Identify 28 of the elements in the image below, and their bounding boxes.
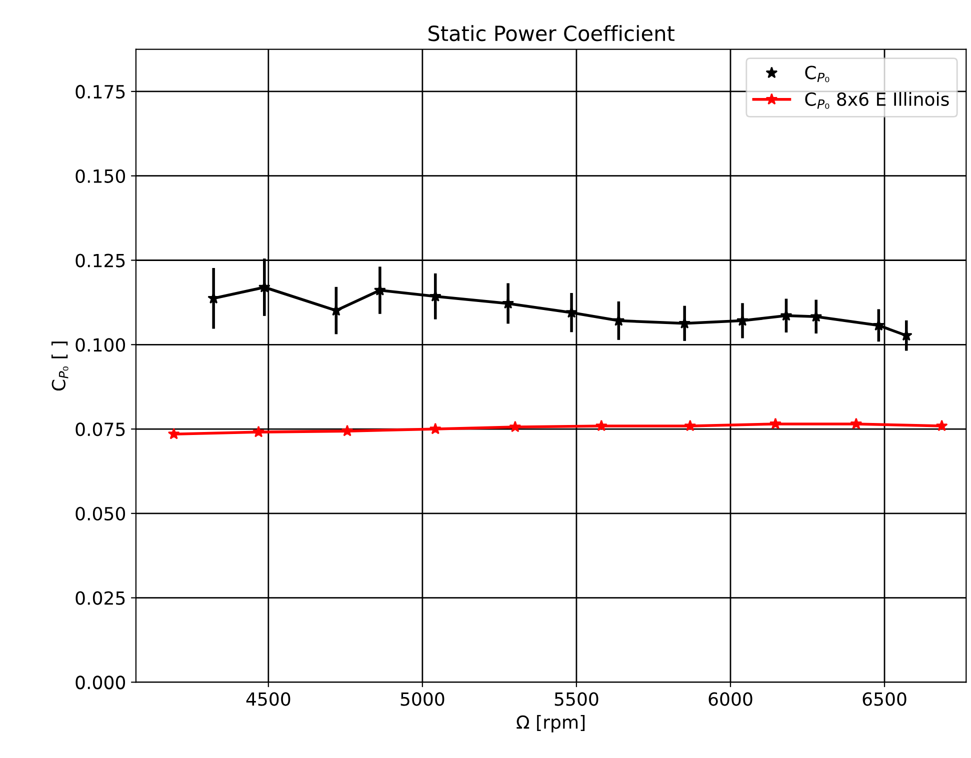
- x-axis-title: Ω [rpm]: [516, 714, 585, 732]
- legend-label: C$_{P₀}$ 8x6 E Illinois: [805, 92, 949, 109]
- point: [850, 418, 862, 430]
- x-tick-label: 5500: [554, 692, 598, 706]
- x-tick-label: 4500: [246, 692, 290, 706]
- point: [429, 422, 442, 434]
- y-tick-label: 0.100: [76, 338, 126, 352]
- point: [341, 424, 354, 436]
- x-tick-label: 6000: [708, 692, 752, 706]
- point: [684, 420, 696, 432]
- y-tick-label: 0.000: [76, 676, 126, 690]
- y-tick-label: 0.150: [76, 169, 126, 183]
- x-tick-label: 5000: [400, 692, 444, 706]
- chart-title: Static Power Coefficient: [428, 25, 674, 42]
- y-tick-label: 0.025: [76, 591, 125, 605]
- y-tick-label: 0.125: [76, 254, 125, 268]
- y-tick-label: 0.175: [76, 84, 125, 99]
- y-axis-title: C$_{P₀}$ [ ]: [51, 342, 68, 391]
- point: [595, 420, 608, 432]
- legend-label: C$_{P₀}$: [805, 66, 830, 82]
- y-tick-label: 0.050: [76, 506, 126, 521]
- x-tick-label: 6500: [862, 692, 906, 706]
- point: [769, 418, 782, 430]
- y-tick-label: 0.075: [76, 422, 125, 436]
- point: [252, 426, 265, 438]
- point: [509, 420, 522, 432]
- point: [168, 428, 180, 440]
- point: [936, 420, 948, 432]
